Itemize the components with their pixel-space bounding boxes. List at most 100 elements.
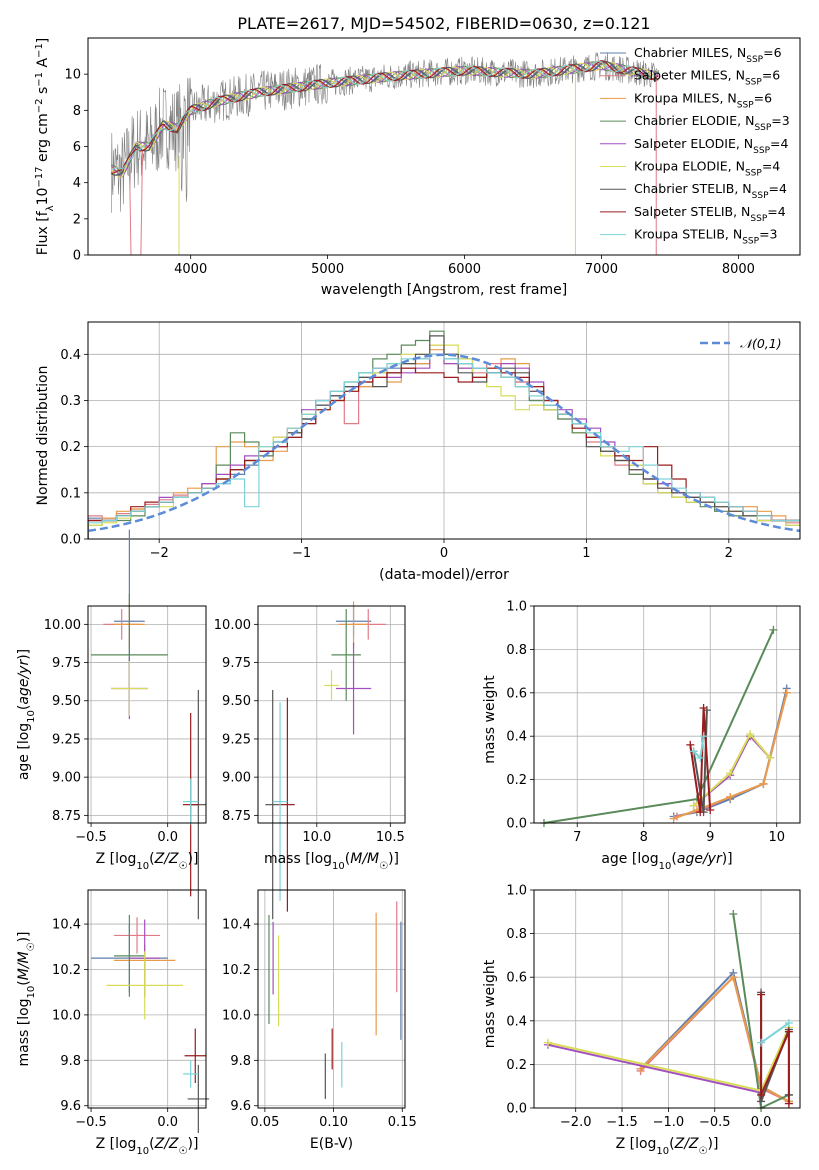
weight-marker	[689, 801, 698, 810]
weight-marker	[784, 1099, 793, 1108]
y-tick-label: 0.4	[60, 348, 81, 363]
observed-spectrum-line	[111, 52, 660, 213]
weight-marker	[759, 779, 768, 788]
x-axis-label: age [log10(age/yr)]	[601, 851, 732, 872]
label-part: )]	[16, 931, 32, 942]
model-fit-line	[111, 60, 659, 255]
axes-frame	[87, 605, 207, 824]
label-part: age [log	[601, 851, 658, 867]
legend-subscript: SSP	[745, 78, 762, 88]
label-part: ]	[35, 38, 51, 43]
legend-subscript: SSP	[745, 169, 762, 179]
weight-marker	[726, 769, 735, 778]
label-part: Flux [f	[35, 210, 51, 255]
label-part: )]	[16, 649, 32, 660]
label-part: 10	[26, 986, 37, 999]
y-tick-label: 9.8	[230, 1054, 251, 1069]
y-axis-label: mass weight	[482, 959, 498, 1048]
legend-label: Kroupa STELIB, NSSP=3	[634, 227, 778, 247]
label-part: ☉	[379, 861, 388, 872]
legend-value: =6	[763, 45, 781, 60]
weight-line	[760, 994, 790, 1104]
weight-marker	[696, 753, 705, 762]
label-part: mass [log	[16, 998, 32, 1066]
age-vs-mass-panel: 10.0 10.5 8.75 9.00 9.25 9.50 9.75 10.00 mass [l…	[214, 601, 406, 920]
label-part: ☉	[179, 1146, 188, 1157]
label-part: M/M	[350, 851, 379, 867]
y-axis-label: Flux [fλ10−17 erg cm−2 s−1 A−1]	[34, 38, 56, 256]
y-tick-label: 0.4	[506, 1014, 527, 1029]
figure-title: PLATE=2617, MJD=54502, FIBERID=0630, z=0…	[237, 14, 650, 33]
axes-frame	[87, 889, 207, 1109]
legend-subscript: SSP	[737, 100, 754, 110]
legend-text: Kroupa MILES, N	[634, 90, 737, 105]
y-tick-label: 10.0	[52, 1008, 81, 1023]
legend-text: Chabrier ELODIE, N	[634, 113, 754, 128]
y-tick-label: 10.4	[52, 918, 81, 933]
y-tick-label: 10	[64, 68, 81, 83]
x-tick-label: −1.0	[653, 1115, 685, 1130]
legend-value: =4	[769, 181, 787, 196]
x-tick-label: 0.10	[319, 1115, 348, 1130]
weight-marker	[729, 909, 738, 918]
y-tick-label: 0.0	[506, 817, 527, 832]
weight-marker	[543, 1038, 552, 1047]
weight-marker	[729, 973, 738, 982]
spectrum-panel: 4000 5000 6000 7000 8000 0 2 4 6 8 10 Chabrier MILE…	[34, 37, 801, 298]
legend-text: Salpeter MILES, N	[634, 68, 745, 83]
x-tick-label: 6000	[448, 262, 481, 277]
legend-subscript: SSP	[753, 146, 770, 156]
x-tick-label: 8	[640, 830, 648, 845]
label-part: Z [log	[96, 851, 137, 867]
label-part: −17	[34, 166, 45, 187]
weight-marker	[746, 730, 755, 739]
y-tick-label: 10.4	[222, 918, 251, 933]
label-part: 10	[659, 861, 672, 872]
mass-weight-vs-Z-panel: −2.0 −1.5 −1.0 −0.5 0.0 0.0 0.2 0.4 0.6 0.8 1.0 Z […	[482, 884, 801, 1157]
y-tick-label: 0	[73, 249, 81, 264]
label-part: )]	[388, 851, 399, 867]
label-part: 10	[136, 861, 149, 872]
weight-marker	[757, 1090, 766, 1099]
y-axis-label: mass weight	[482, 675, 498, 764]
legend-label: 𝒩(0,1)	[740, 336, 782, 351]
label-part: λ	[45, 205, 56, 211]
x-tick-label: 1	[582, 546, 590, 561]
x-tick-label: 5000	[311, 262, 344, 277]
y-tick-label: 0.8	[506, 643, 527, 658]
y-tick-label: 1.0	[506, 600, 527, 615]
legend-label: Chabrier MILES, NSSP=6	[634, 45, 782, 65]
legend-text: Salpeter ELODIE, N	[634, 136, 753, 151]
label-part: ☉	[179, 861, 188, 872]
weight-marker	[782, 688, 791, 697]
legend-value: =3	[759, 227, 777, 242]
y-tick-label: 9.75	[222, 656, 251, 671]
axes-frame	[533, 605, 801, 824]
legend-text: Chabrier MILES, N	[634, 45, 746, 60]
y-tick-label: 4	[73, 176, 81, 191]
x-tick-label: 0	[440, 546, 448, 561]
label-part: M/M	[16, 951, 32, 980]
model-fit-line	[111, 61, 659, 176]
weight-marker	[699, 732, 708, 741]
spectrum-lines	[110, 52, 660, 255]
mass-vs-Z-panel: −0.5 0.09.69.810.010.210.4Z [log10(Z/Z☉)]…	[16, 889, 210, 1157]
y-tick-label: 10.00	[44, 618, 81, 633]
x-axis-label: Z [log10(Z/Z☉)]	[96, 851, 199, 872]
label-part: (	[149, 1136, 154, 1152]
residuals-panel: −2 −1 0 1 2 0.0 0.1 0.2 0.3 0.4 𝒩(0,1) (data-model)…	[35, 321, 801, 583]
legend-label: Chabrier ELODIE, NSSP=3	[634, 113, 790, 133]
legend-value: =4	[767, 204, 785, 219]
legend-label: Kroupa MILES, NSSP=6	[634, 90, 772, 110]
y-tick-label: 8	[73, 104, 81, 119]
label-part: Z [log	[616, 1136, 657, 1152]
x-tick-label: 8000	[722, 262, 755, 277]
y-tick-label: 6	[73, 140, 81, 155]
legend-label: Salpeter ELODIE, NSSP=4	[634, 136, 789, 156]
label-part: 10	[332, 861, 345, 872]
weight-line	[689, 707, 712, 813]
legend-text: Chabrier STELIB, N	[634, 181, 752, 196]
x-tick-label: 10.0	[302, 830, 331, 845]
y-tick-label: 9.00	[52, 771, 81, 786]
x-tick-label: 4000	[174, 262, 207, 277]
